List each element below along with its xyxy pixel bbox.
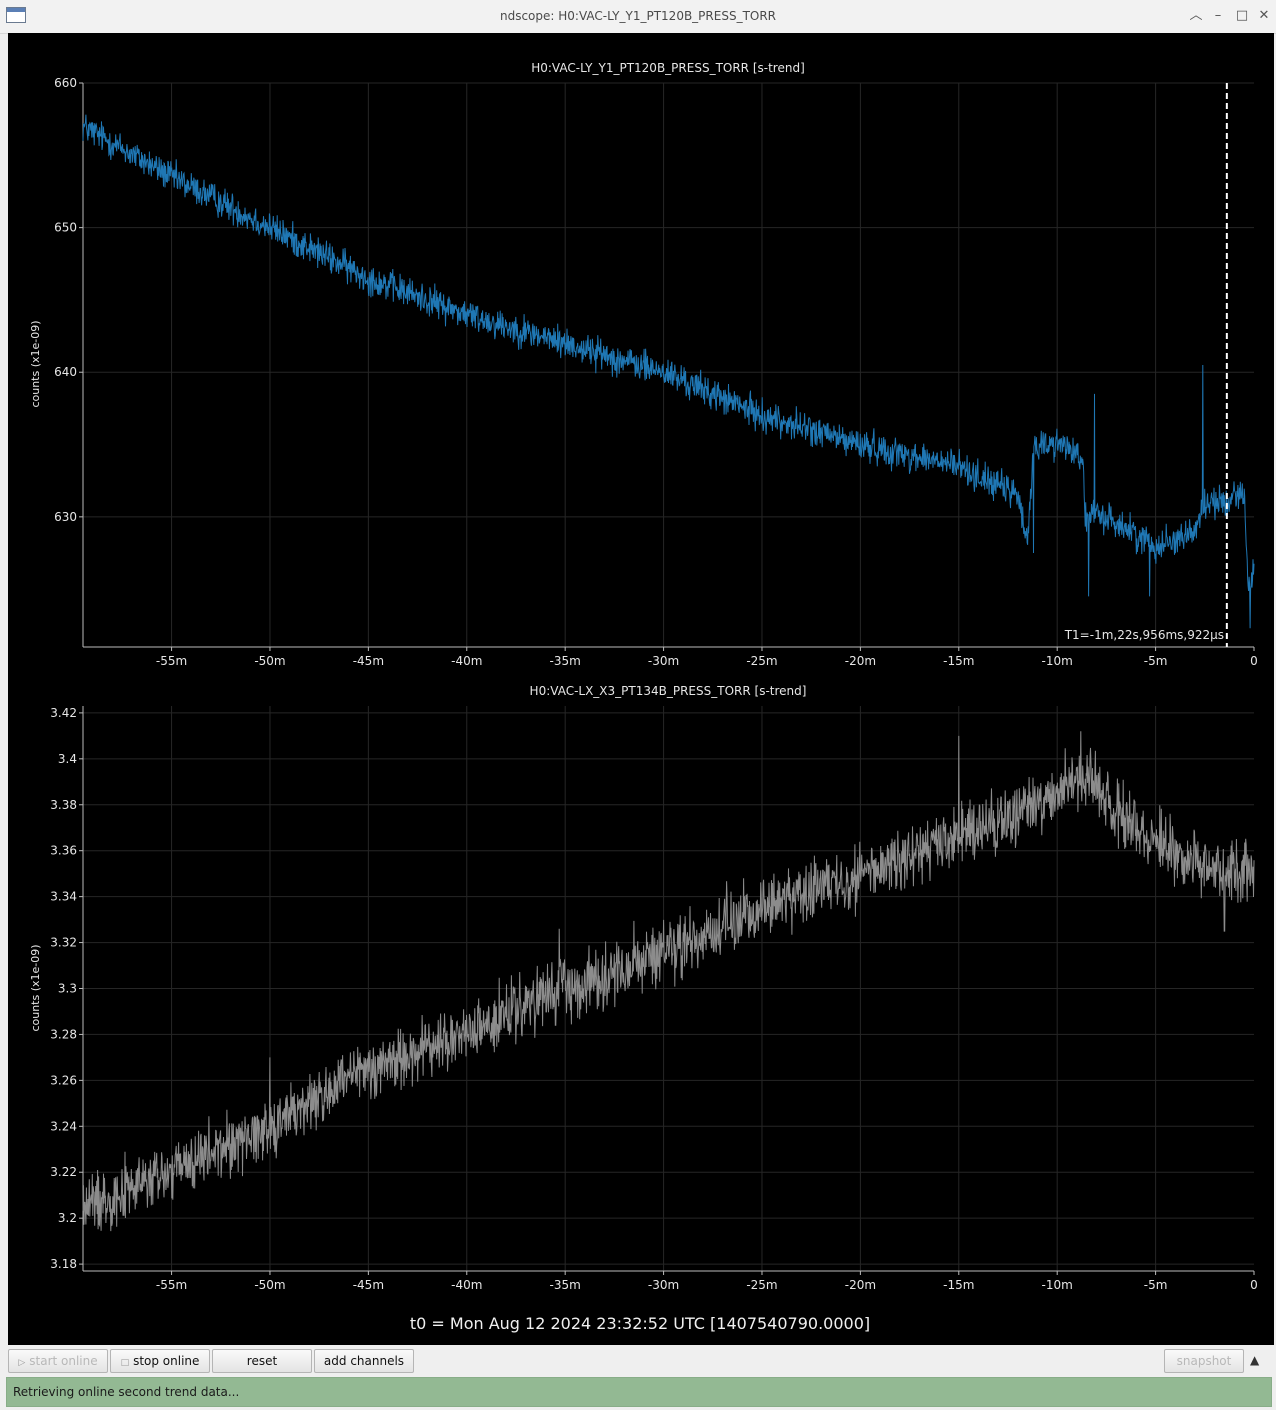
stop-online-button[interactable]: □ stop online	[110, 1349, 210, 1373]
x-tick-label: -10m	[1042, 1278, 1073, 1292]
y-tick-label: 640	[54, 365, 77, 379]
y-tick-label: 3.28	[50, 1027, 77, 1041]
y-tick-label: 3.38	[50, 798, 77, 812]
collapse-panel-icon[interactable]: ▲	[1250, 1353, 1260, 1367]
x-tick-label: -10m	[1042, 654, 1073, 668]
status-bar: Retrieving online second trend data...	[6, 1377, 1272, 1407]
x-tick-label: -30m	[648, 654, 679, 668]
y-ticks: 3.42 3.4 3.38 3.36 3.34 3.32 3.3 3.28 3.26 3.24 3.…	[50, 706, 77, 1271]
y-tick-label: 3.2	[58, 1211, 77, 1225]
x-ticks: -55m -50m -45m -40m -35m -30m -25m -20m -15m -10m…	[156, 654, 1258, 668]
y-tick-label: 3.34	[50, 890, 77, 904]
x-tick-label: -25m	[746, 1278, 777, 1292]
x-tick-label: 0	[1250, 1278, 1258, 1292]
x-tick-label: -25m	[746, 654, 777, 668]
y-tick-label: 3.36	[50, 844, 77, 858]
add-channels-button[interactable]: add channels	[314, 1349, 414, 1373]
snapshot-button[interactable]: snapshot	[1164, 1349, 1244, 1373]
y-tick-label: 650	[54, 221, 77, 235]
plots-svg[interactable]: H0:VAC-LY_Y1_PT120B_PRESS_TORR [s-trend]…	[8, 33, 1274, 1345]
series-line-pt120b	[82, 114, 1255, 629]
x-tick-label: -45m	[353, 654, 384, 668]
x-tick-label: -15m	[943, 1278, 974, 1292]
plot-title: H0:VAC-LX_X3_PT134B_PRESS_TORR [s-trend]	[530, 684, 807, 698]
app-window-icon	[6, 7, 26, 23]
y-tick-label: 630	[54, 510, 77, 524]
stop-icon: □	[120, 1358, 130, 1368]
y-tick-label: 660	[54, 76, 77, 90]
x-ticks: -55m -50m -45m -40m -35m -30m -25m -20m -15m -10m…	[156, 1278, 1258, 1292]
y-tick-label: 3.24	[50, 1119, 77, 1133]
y-tick-label: 3.42	[50, 706, 77, 720]
t0-label: t0 = Mon Aug 12 2024 23:32:52 UTC [14075…	[410, 1314, 870, 1333]
x-tick-label: -20m	[845, 654, 876, 668]
y-axis-label: counts (x1e-09)	[29, 944, 42, 1031]
x-tick-label: -55m	[156, 1278, 187, 1292]
y-tick-label: 3.18	[50, 1257, 77, 1271]
x-tick-label: -30m	[648, 1278, 679, 1292]
start-online-button[interactable]: ▷ start online	[8, 1349, 108, 1373]
axes	[79, 706, 1255, 1275]
axes	[79, 82, 1255, 651]
window-titlebar[interactable]: ndscope: H0:VAC-LY_Y1_PT120B_PRESS_TORR …	[0, 0, 1276, 34]
x-tick-label: 0	[1250, 654, 1258, 668]
plot-vac-ly-y1[interactable]: H0:VAC-LY_Y1_PT120B_PRESS_TORR [s-trend]…	[29, 61, 1258, 668]
keep-above-icon[interactable]: ︿	[1189, 8, 1203, 23]
plot-title: H0:VAC-LY_Y1_PT120B_PRESS_TORR [s-trend]	[531, 61, 805, 75]
x-tick-label: -35m	[550, 1278, 581, 1292]
x-tick-label: -50m	[254, 654, 285, 668]
y-tick-label: 3.26	[50, 1073, 77, 1087]
t1-cursor-label: T1=-1m,22s,956ms,922µs	[1064, 628, 1224, 642]
reset-button[interactable]: reset	[212, 1349, 312, 1373]
grid	[83, 706, 1254, 1271]
x-tick-label: -40m	[451, 654, 482, 668]
x-tick-label: -40m	[451, 1278, 482, 1292]
x-tick-label: -35m	[550, 654, 581, 668]
toolbar: ▷ start online □ stop online reset add cha…	[0, 1346, 1276, 1376]
window-title: ndscope: H0:VAC-LY_Y1_PT120B_PRESS_TORR	[499, 9, 777, 23]
stop-online-label: stop online	[133, 1354, 200, 1368]
y-tick-label: 3.32	[50, 936, 77, 950]
y-axis-label: counts (x1e-09)	[29, 320, 42, 407]
status-text: Retrieving online second trend data...	[13, 1385, 240, 1399]
start-online-label: start online	[29, 1354, 98, 1368]
x-tick-label: -55m	[156, 654, 187, 668]
minimize-icon[interactable]: –	[1214, 8, 1222, 23]
plot-canvas[interactable]: H0:VAC-LY_Y1_PT120B_PRESS_TORR [s-trend]…	[8, 33, 1274, 1345]
x-tick-label: -45m	[353, 1278, 384, 1292]
x-tick-label: -15m	[943, 654, 974, 668]
y-ticks: 660 650 640 630	[54, 76, 77, 524]
x-tick-label: -5m	[1144, 1278, 1168, 1292]
x-tick-label: -50m	[254, 1278, 285, 1292]
grid	[83, 82, 1254, 647]
maximize-icon[interactable]: □	[1235, 8, 1249, 23]
x-tick-label: -20m	[845, 1278, 876, 1292]
plot-vac-lx-x3[interactable]: H0:VAC-LX_X3_PT134B_PRESS_TORR [s-trend]…	[29, 684, 1258, 1292]
close-icon[interactable]: ✕	[1258, 8, 1270, 23]
y-tick-label: 3.22	[50, 1165, 77, 1179]
y-tick-label: 3.3	[58, 982, 77, 996]
x-tick-label: -5m	[1144, 654, 1168, 668]
series-line-pt134b	[82, 731, 1255, 1232]
y-tick-label: 3.4	[58, 752, 77, 766]
play-icon: ▷	[18, 1358, 26, 1368]
